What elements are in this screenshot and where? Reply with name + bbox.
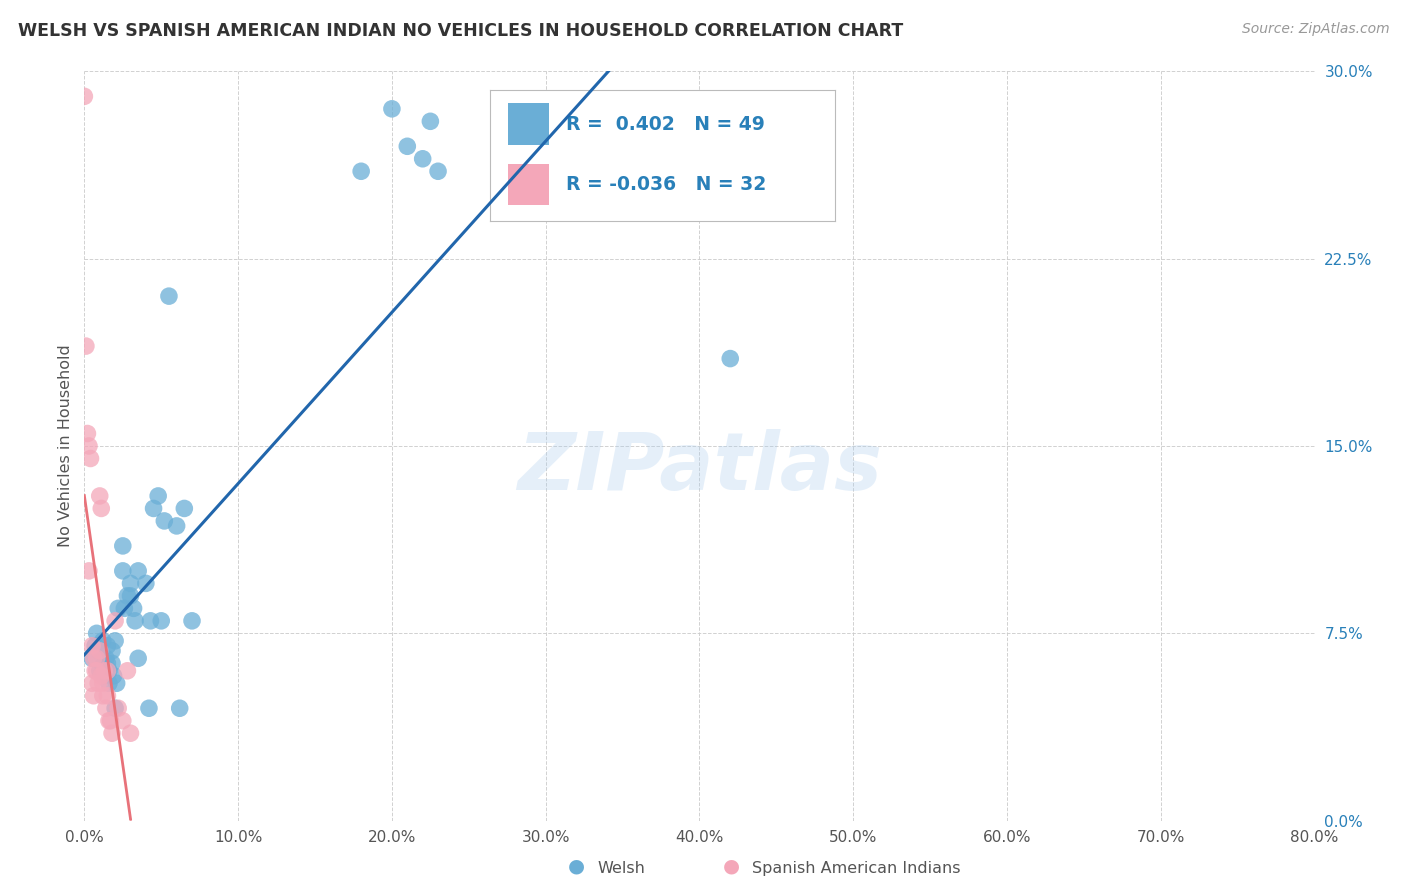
- Point: [166, 519, 188, 533]
- Point: [96, 664, 118, 678]
- Point: [107, 601, 129, 615]
- Text: WELSH VS SPANISH AMERICAN INDIAN NO VEHICLES IN HOUSEHOLD CORRELATION CHART: WELSH VS SPANISH AMERICAN INDIAN NO VEHI…: [18, 22, 904, 40]
- Point: [120, 726, 142, 740]
- Point: [173, 501, 195, 516]
- Point: [105, 676, 128, 690]
- Point: [117, 664, 139, 678]
- Point: [90, 669, 112, 683]
- Point: [427, 164, 450, 178]
- Point: [111, 539, 134, 553]
- Point: [96, 639, 118, 653]
- Point: [101, 726, 124, 740]
- Point: [135, 576, 157, 591]
- Point: [98, 664, 120, 678]
- Point: [101, 657, 124, 671]
- Point: [381, 102, 404, 116]
- Text: Source: ZipAtlas.com: Source: ZipAtlas.com: [1241, 22, 1389, 37]
- Point: [169, 701, 191, 715]
- Point: [83, 689, 105, 703]
- Point: [104, 614, 127, 628]
- Point: [86, 664, 108, 678]
- Point: [91, 689, 114, 703]
- Point: [120, 576, 142, 591]
- Point: [718, 351, 741, 366]
- Point: [120, 589, 142, 603]
- Point: [153, 514, 176, 528]
- Point: [100, 714, 122, 728]
- Point: [412, 152, 434, 166]
- Point: [96, 657, 118, 671]
- Point: [117, 589, 139, 603]
- Point: [94, 701, 117, 715]
- Point: [107, 701, 129, 715]
- Point: [91, 676, 114, 690]
- Point: [101, 644, 124, 658]
- Point: [75, 339, 97, 353]
- Point: [79, 451, 101, 466]
- Point: [77, 564, 100, 578]
- Y-axis label: No Vehicles in Household: No Vehicles in Household: [58, 344, 73, 548]
- Point: [122, 601, 145, 615]
- Text: Spanish American Indians: Spanish American Indians: [752, 861, 960, 876]
- Point: [104, 701, 127, 715]
- Point: [77, 439, 100, 453]
- Point: [90, 501, 112, 516]
- Point: [98, 676, 120, 690]
- Point: [111, 714, 134, 728]
- Point: [89, 664, 111, 678]
- Point: [150, 614, 173, 628]
- Text: ●: ●: [723, 857, 740, 876]
- Point: [86, 626, 108, 640]
- Point: [87, 676, 110, 690]
- Point: [127, 651, 149, 665]
- Point: [124, 614, 146, 628]
- Point: [157, 289, 180, 303]
- Point: [98, 714, 120, 728]
- Point: [83, 651, 105, 665]
- Point: [419, 114, 441, 128]
- Point: [89, 644, 111, 658]
- Point: [104, 633, 127, 648]
- Point: [80, 651, 103, 665]
- Text: Welsh: Welsh: [598, 861, 645, 876]
- Point: [103, 669, 125, 683]
- Point: [138, 701, 160, 715]
- Point: [111, 564, 134, 578]
- Point: [142, 501, 165, 516]
- Point: [91, 658, 114, 673]
- Text: ZIPatlas: ZIPatlas: [517, 429, 882, 508]
- Point: [89, 644, 111, 658]
- Point: [91, 633, 114, 648]
- Point: [148, 489, 170, 503]
- Point: [89, 489, 111, 503]
- Point: [73, 89, 96, 103]
- Point: [94, 651, 117, 665]
- Text: ●: ●: [568, 857, 585, 876]
- Point: [139, 614, 162, 628]
- Point: [93, 664, 115, 678]
- Point: [181, 614, 204, 628]
- Point: [80, 676, 103, 690]
- Point: [396, 139, 419, 153]
- Point: [127, 564, 149, 578]
- Point: [84, 664, 107, 678]
- Point: [76, 426, 98, 441]
- Point: [93, 669, 115, 683]
- Point: [80, 639, 103, 653]
- Point: [112, 601, 135, 615]
- Point: [86, 651, 108, 665]
- Point: [96, 689, 118, 703]
- Point: [350, 164, 373, 178]
- Point: [84, 639, 107, 653]
